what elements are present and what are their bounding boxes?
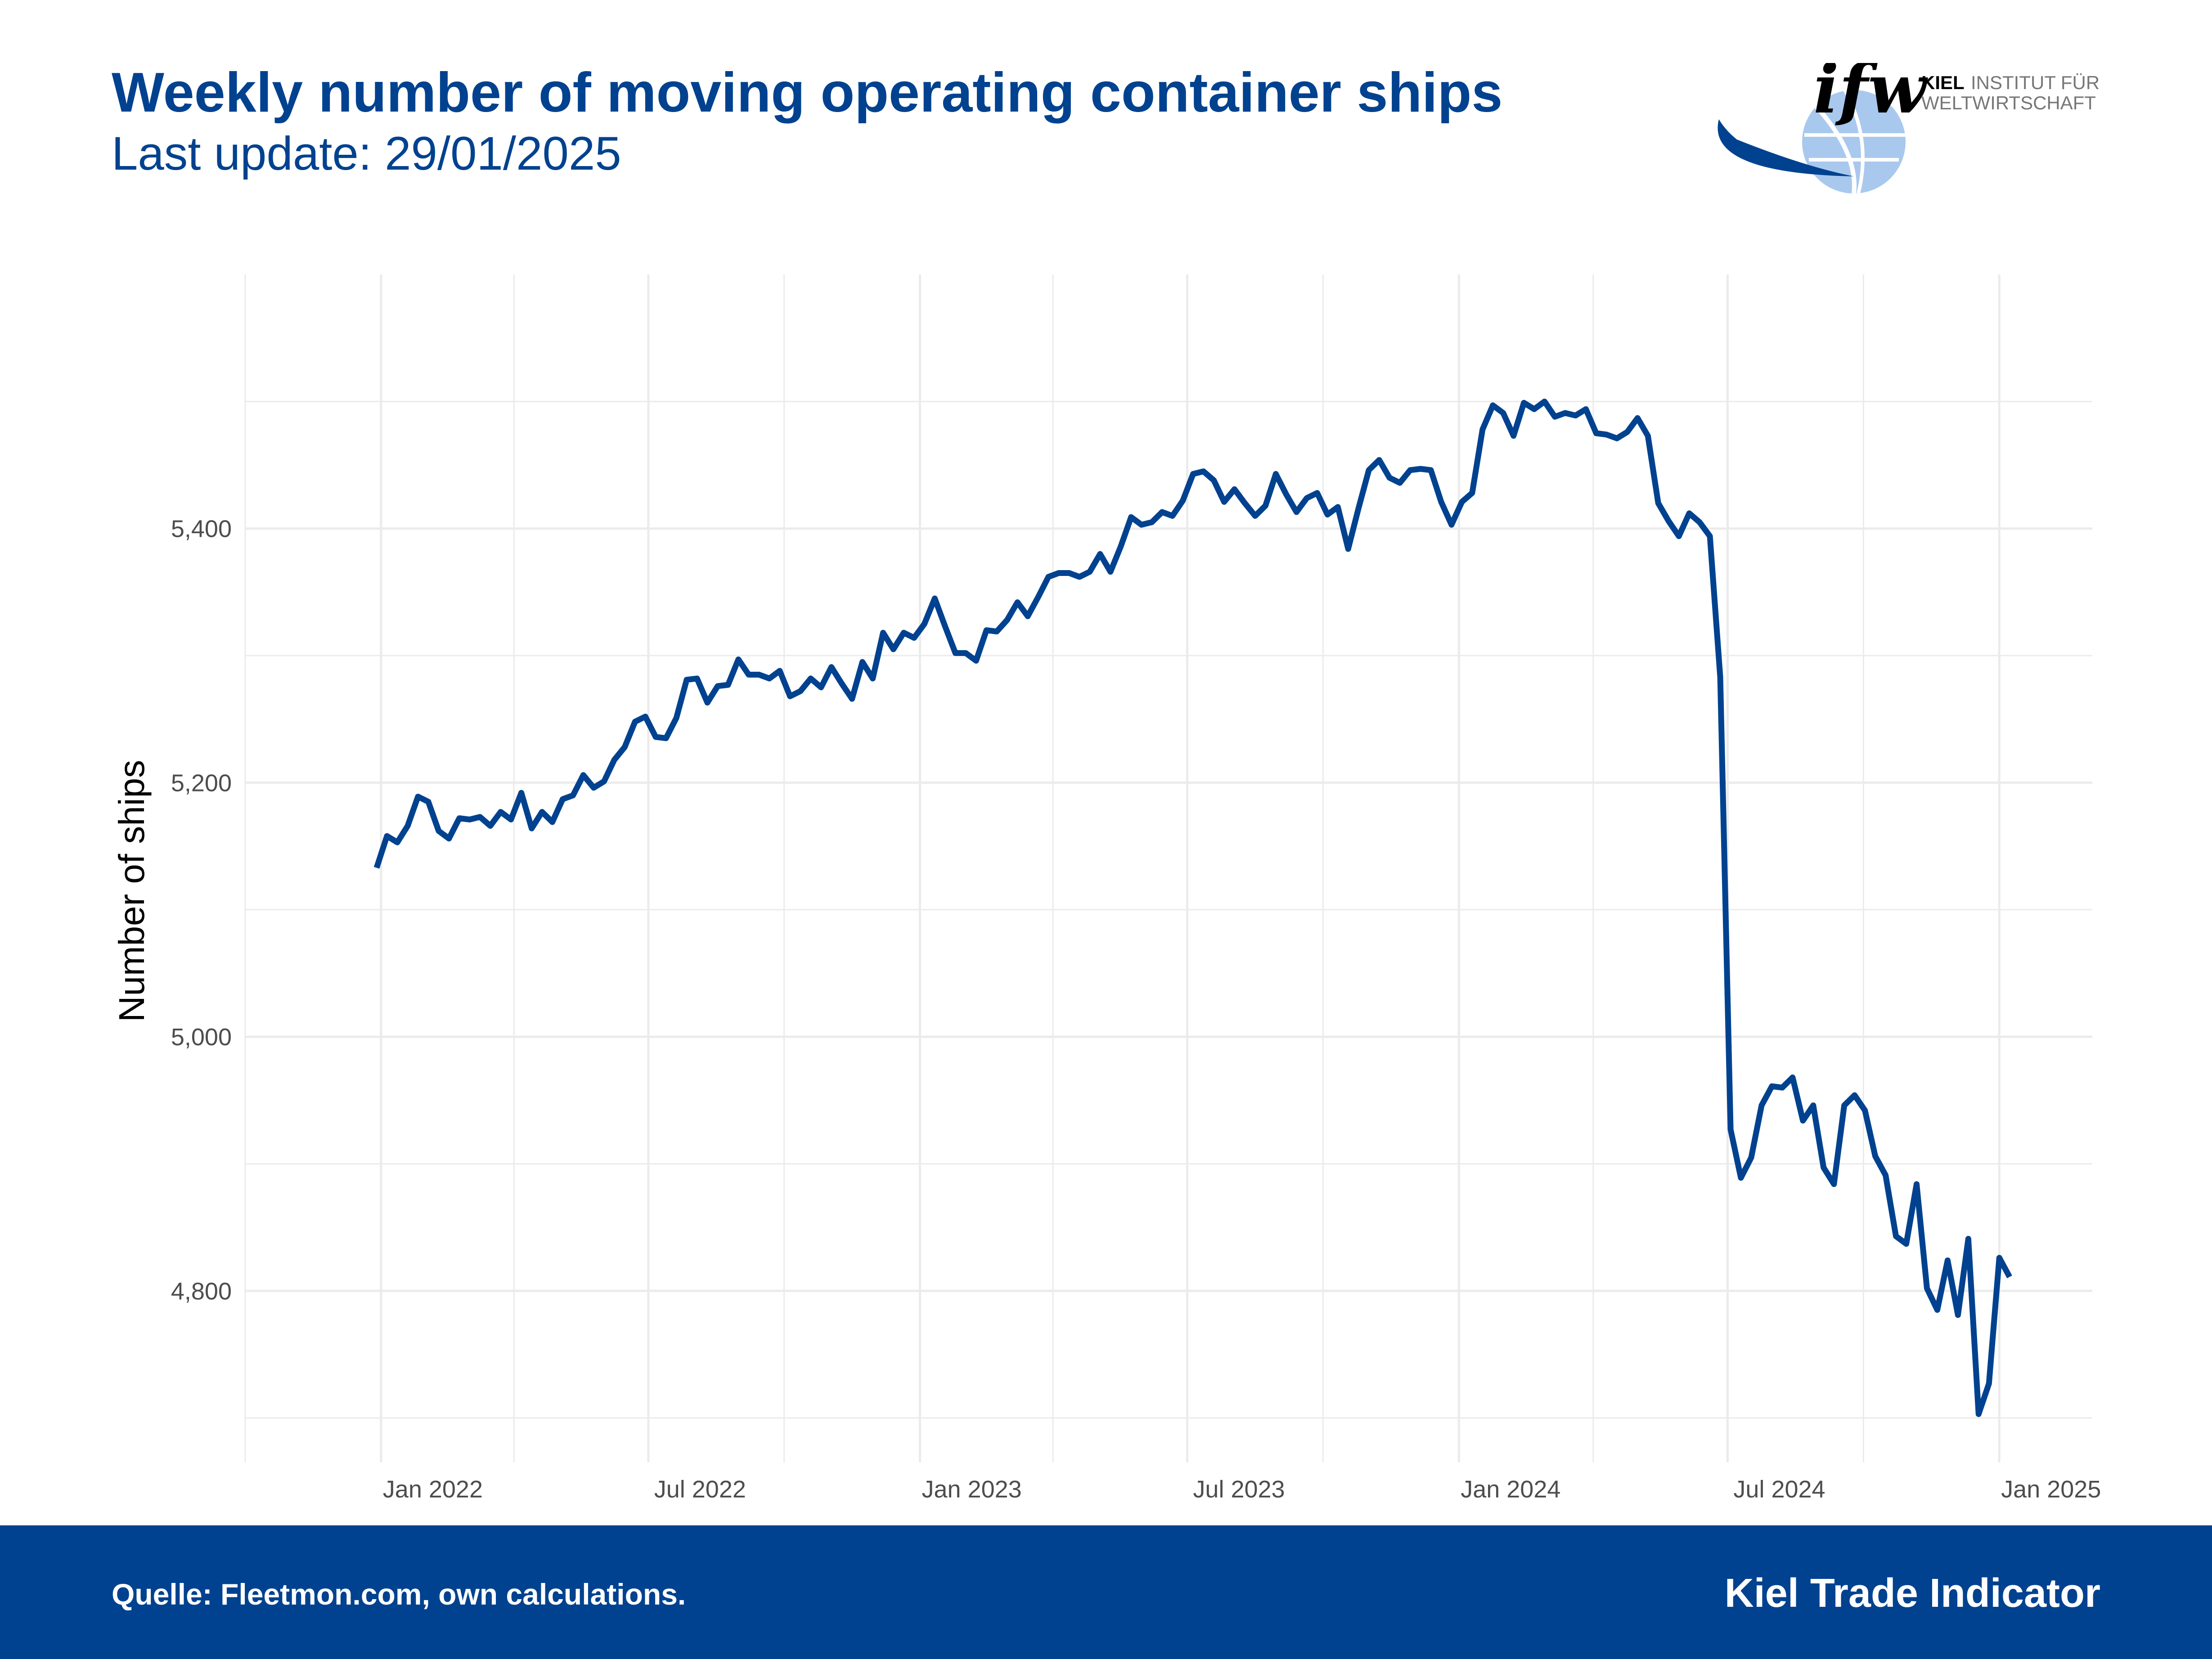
footer-source: Quelle: Fleetmon.com, own calculations. <box>112 1578 686 1611</box>
y-axis-label: Number of ships <box>112 760 152 1022</box>
ifw-wordmark: ifw <box>1813 63 1929 129</box>
x-tick-label: Jan 2025 <box>2001 1476 2101 1503</box>
line-chart: Jan 2022 Jul 2022 Jan 2023 Jul 2023 Jan 2024… <box>112 274 2101 1503</box>
footer-bar: Quelle: Fleetmon.com, own calculations. … <box>0 1525 2212 1659</box>
x-tick-label: Jan 2024 <box>1461 1476 1560 1503</box>
chart-title: Weekly number of moving operating contai… <box>112 62 1503 124</box>
footer-brand: Kiel Trade Indicator <box>1724 1571 2100 1616</box>
y-tick-label: 5,400 <box>171 516 232 543</box>
x-tick-label: Jul 2023 <box>1193 1476 1285 1503</box>
chart-subtitle: Last update: 29/01/2025 <box>112 127 621 180</box>
logo-line1-rest: INSTITUT FÜR <box>1971 72 2100 93</box>
x-tick-label: Jul 2022 <box>654 1476 746 1503</box>
globe-icon <box>1717 89 1906 194</box>
y-tick-label: 5,200 <box>171 769 232 796</box>
logo-line1-bold: KIEL <box>1921 72 1965 93</box>
y-tick-label: 4,800 <box>171 1278 232 1305</box>
y-tick-label: 5,000 <box>171 1024 232 1051</box>
series-line <box>373 398 2012 1417</box>
x-tick-label: Jul 2024 <box>1733 1476 1825 1503</box>
ifw-logo: ifw KIEL INSTITUT FÜR WELTWIRTSCHAFT <box>1717 63 2100 194</box>
axis-tick-labels: Jan 2022 Jul 2022 Jan 2023 Jul 2023 Jan 2024… <box>171 516 2101 1503</box>
series-layer <box>373 398 2012 1417</box>
logo-line2: WELTWIRTSCHAFT <box>1921 92 2096 113</box>
grid-lines <box>244 274 2092 1462</box>
x-tick-label: Jan 2022 <box>383 1476 483 1503</box>
x-tick-label: Jan 2023 <box>922 1476 1021 1503</box>
